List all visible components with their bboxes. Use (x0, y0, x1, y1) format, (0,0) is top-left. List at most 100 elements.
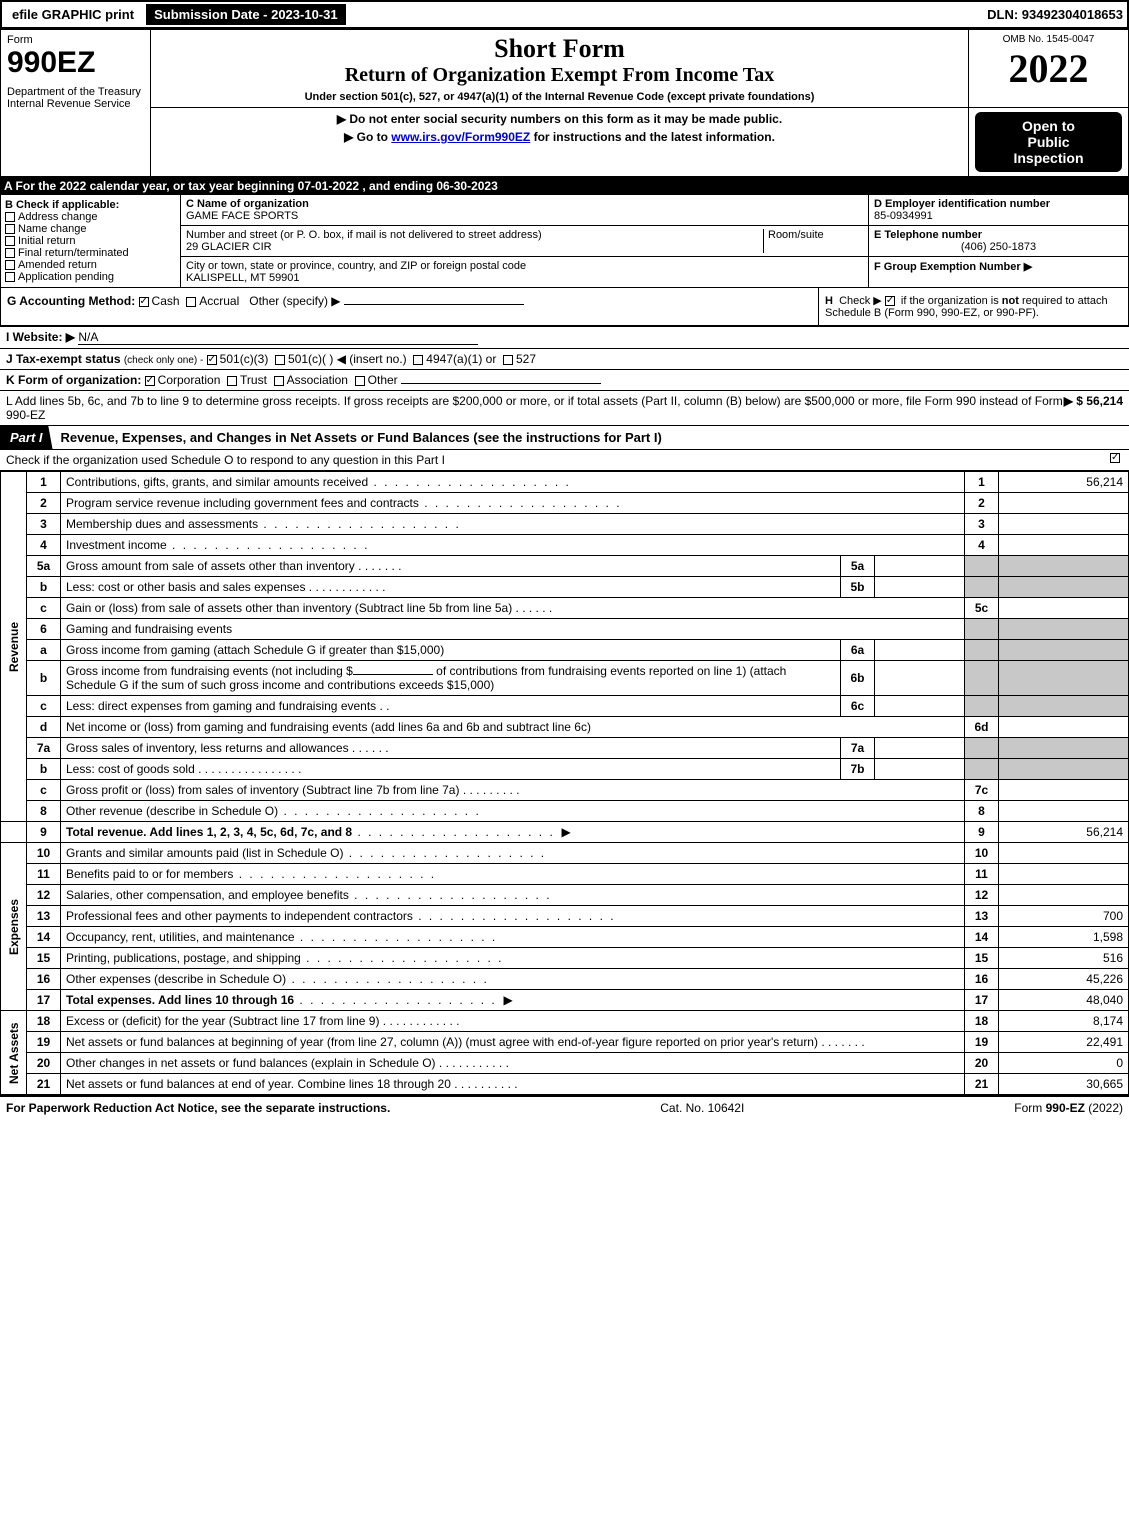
efile-print-button[interactable]: efile GRAPHIC print (6, 5, 140, 24)
chk-4947[interactable] (413, 355, 423, 365)
line-14-num: 14 (27, 927, 61, 948)
chk-schedule-o[interactable] (1110, 453, 1120, 463)
part1-header: Part I Revenue, Expenses, and Changes in… (0, 425, 1129, 450)
line-17-rn: 17 (965, 990, 999, 1011)
line-7c-num: c (27, 780, 61, 801)
line-11-rn: 11 (965, 864, 999, 885)
city-cell: City or town, state or province, country… (181, 257, 868, 287)
line-17-num: 17 (27, 990, 61, 1011)
line-10-text: Grants and similar amounts paid (list in… (61, 843, 965, 864)
chk-name-change[interactable]: Name change (5, 223, 176, 235)
submission-date: Submission Date - 2023-10-31 (146, 4, 346, 25)
line-3-rn: 3 (965, 514, 999, 535)
chk-final-return[interactable]: Final return/terminated (5, 247, 176, 259)
goto-pre: ▶ Go to (344, 130, 391, 144)
line-9-val: 56,214 (999, 822, 1129, 843)
line-3-text: Membership dues and assessments (61, 514, 965, 535)
j-527: 527 (516, 352, 536, 366)
part1-check-row: Check if the organization used Schedule … (0, 450, 1129, 471)
line-17-val: 48,040 (999, 990, 1129, 1011)
line-19-val: 22,491 (999, 1032, 1129, 1053)
group-label: F Group Exemption Number ▶ (874, 261, 1032, 273)
chk-cash[interactable] (139, 297, 149, 307)
k-other-blank[interactable] (401, 383, 601, 384)
line-8-rn: 8 (965, 801, 999, 822)
irs-link[interactable]: www.irs.gov/Form990EZ (391, 130, 530, 144)
line-6c-inval (875, 696, 965, 717)
line-16-rn: 16 (965, 969, 999, 990)
line-11-text: Benefits paid to or for members (61, 864, 965, 885)
chk-application-pending[interactable]: Application pending (5, 271, 176, 283)
k-label: K Form of organization: (6, 373, 141, 387)
line-19-num: 19 (27, 1032, 61, 1053)
chk-amended-return[interactable]: Amended return (5, 259, 176, 271)
line-7a-inval (875, 738, 965, 759)
section-def: D Employer identification number 85-0934… (868, 195, 1128, 287)
line-7a-shade1 (965, 738, 999, 759)
line-15-text: Printing, publications, postage, and shi… (61, 948, 965, 969)
line-10-val (999, 843, 1129, 864)
chk-corporation[interactable] (145, 376, 155, 386)
arrow-icon: ▶ (503, 993, 512, 1007)
line-2-num: 2 (27, 493, 61, 514)
tel-label: E Telephone number (874, 229, 982, 241)
line-6d-val (999, 717, 1129, 738)
line-6-num: 6 (27, 619, 61, 640)
chk-501c3[interactable] (207, 355, 217, 365)
omb-number: OMB No. 1545-0047 (975, 34, 1122, 45)
line-8-text: Other revenue (describe in Schedule O) (61, 801, 965, 822)
line-4-text: Investment income (61, 535, 965, 556)
chk-501c[interactable] (275, 355, 285, 365)
chk-schedule-b[interactable] (885, 296, 895, 306)
line-7b-inval (875, 759, 965, 780)
line-3-val (999, 514, 1129, 535)
line-21-val: 30,665 (999, 1074, 1129, 1095)
top-bar: efile GRAPHIC print Submission Date - 20… (0, 0, 1129, 29)
city-value: KALISPELL, MT 59901 (186, 272, 300, 284)
line-7a-num: 7a (27, 738, 61, 759)
line-5a-in: 5a (841, 556, 875, 577)
section-l: L Add lines 5b, 6c, and 7b to line 9 to … (0, 390, 1129, 425)
line-7c-val (999, 780, 1129, 801)
chk-trust[interactable] (227, 376, 237, 386)
netassets-side-label: Net Assets (1, 1011, 27, 1095)
line-15-rn: 15 (965, 948, 999, 969)
line-13-text: Professional fees and other payments to … (61, 906, 965, 927)
line-15-val: 516 (999, 948, 1129, 969)
section-a-bar: A For the 2022 calendar year, or tax yea… (0, 177, 1129, 195)
group-cell: F Group Exemption Number ▶ (869, 257, 1128, 276)
line-10-num: 10 (27, 843, 61, 864)
section-i: I Website: ▶ N/A (0, 326, 1129, 348)
website-label: I Website: ▶ (6, 330, 75, 344)
line-6b-text: Gross income from fundraising events (no… (61, 661, 841, 696)
goto-line: ▶ Go to www.irs.gov/Form990EZ for instru… (157, 130, 962, 144)
chk-accrual[interactable] (186, 297, 196, 307)
subtitle: Under section 501(c), 527, or 4947(a)(1)… (157, 91, 962, 103)
line-13-rn: 13 (965, 906, 999, 927)
line-14-text: Occupancy, rent, utilities, and maintena… (61, 927, 965, 948)
ein-cell: D Employer identification number 85-0934… (869, 195, 1128, 226)
line-6b-num: b (27, 661, 61, 696)
chk-association[interactable] (274, 376, 284, 386)
part1-title: Revenue, Expenses, and Changes in Net As… (53, 427, 670, 448)
line-7b-text: Less: cost of goods sold . . . . . . . .… (61, 759, 841, 780)
line-10-rn: 10 (965, 843, 999, 864)
chk-initial-return[interactable]: Initial return (5, 235, 176, 247)
line-15-num: 15 (27, 948, 61, 969)
line-5b-inval (875, 577, 965, 598)
footer-mid: Cat. No. 10642I (660, 1101, 744, 1115)
line-6-shade2 (999, 619, 1129, 640)
ein-value: 85-0934991 (874, 210, 933, 222)
chk-address-change[interactable]: Address change (5, 211, 176, 223)
cash-label: Cash (152, 294, 180, 308)
dln-number: DLN: 93492304018653 (987, 7, 1123, 22)
gh-row: G Accounting Method: Cash Accrual Other … (0, 288, 1129, 326)
line-6c-num: c (27, 696, 61, 717)
line-16-text: Other expenses (describe in Schedule O) (61, 969, 965, 990)
form-number: 990EZ (7, 46, 144, 80)
other-specify-blank[interactable] (344, 304, 524, 305)
line-1-text: Contributions, gifts, grants, and simila… (61, 472, 965, 493)
line-12-rn: 12 (965, 885, 999, 906)
chk-527[interactable] (503, 355, 513, 365)
chk-other[interactable] (355, 376, 365, 386)
